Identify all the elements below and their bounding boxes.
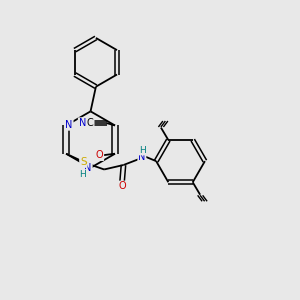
Text: O: O [118,182,126,191]
Text: S: S [80,157,87,167]
Text: O: O [96,150,104,160]
Text: N: N [79,118,86,128]
Text: N: N [138,152,146,162]
Text: H: H [79,170,86,179]
Text: H: H [139,146,146,154]
Text: C: C [87,118,94,128]
Text: N: N [85,164,92,173]
Text: N: N [65,120,73,130]
